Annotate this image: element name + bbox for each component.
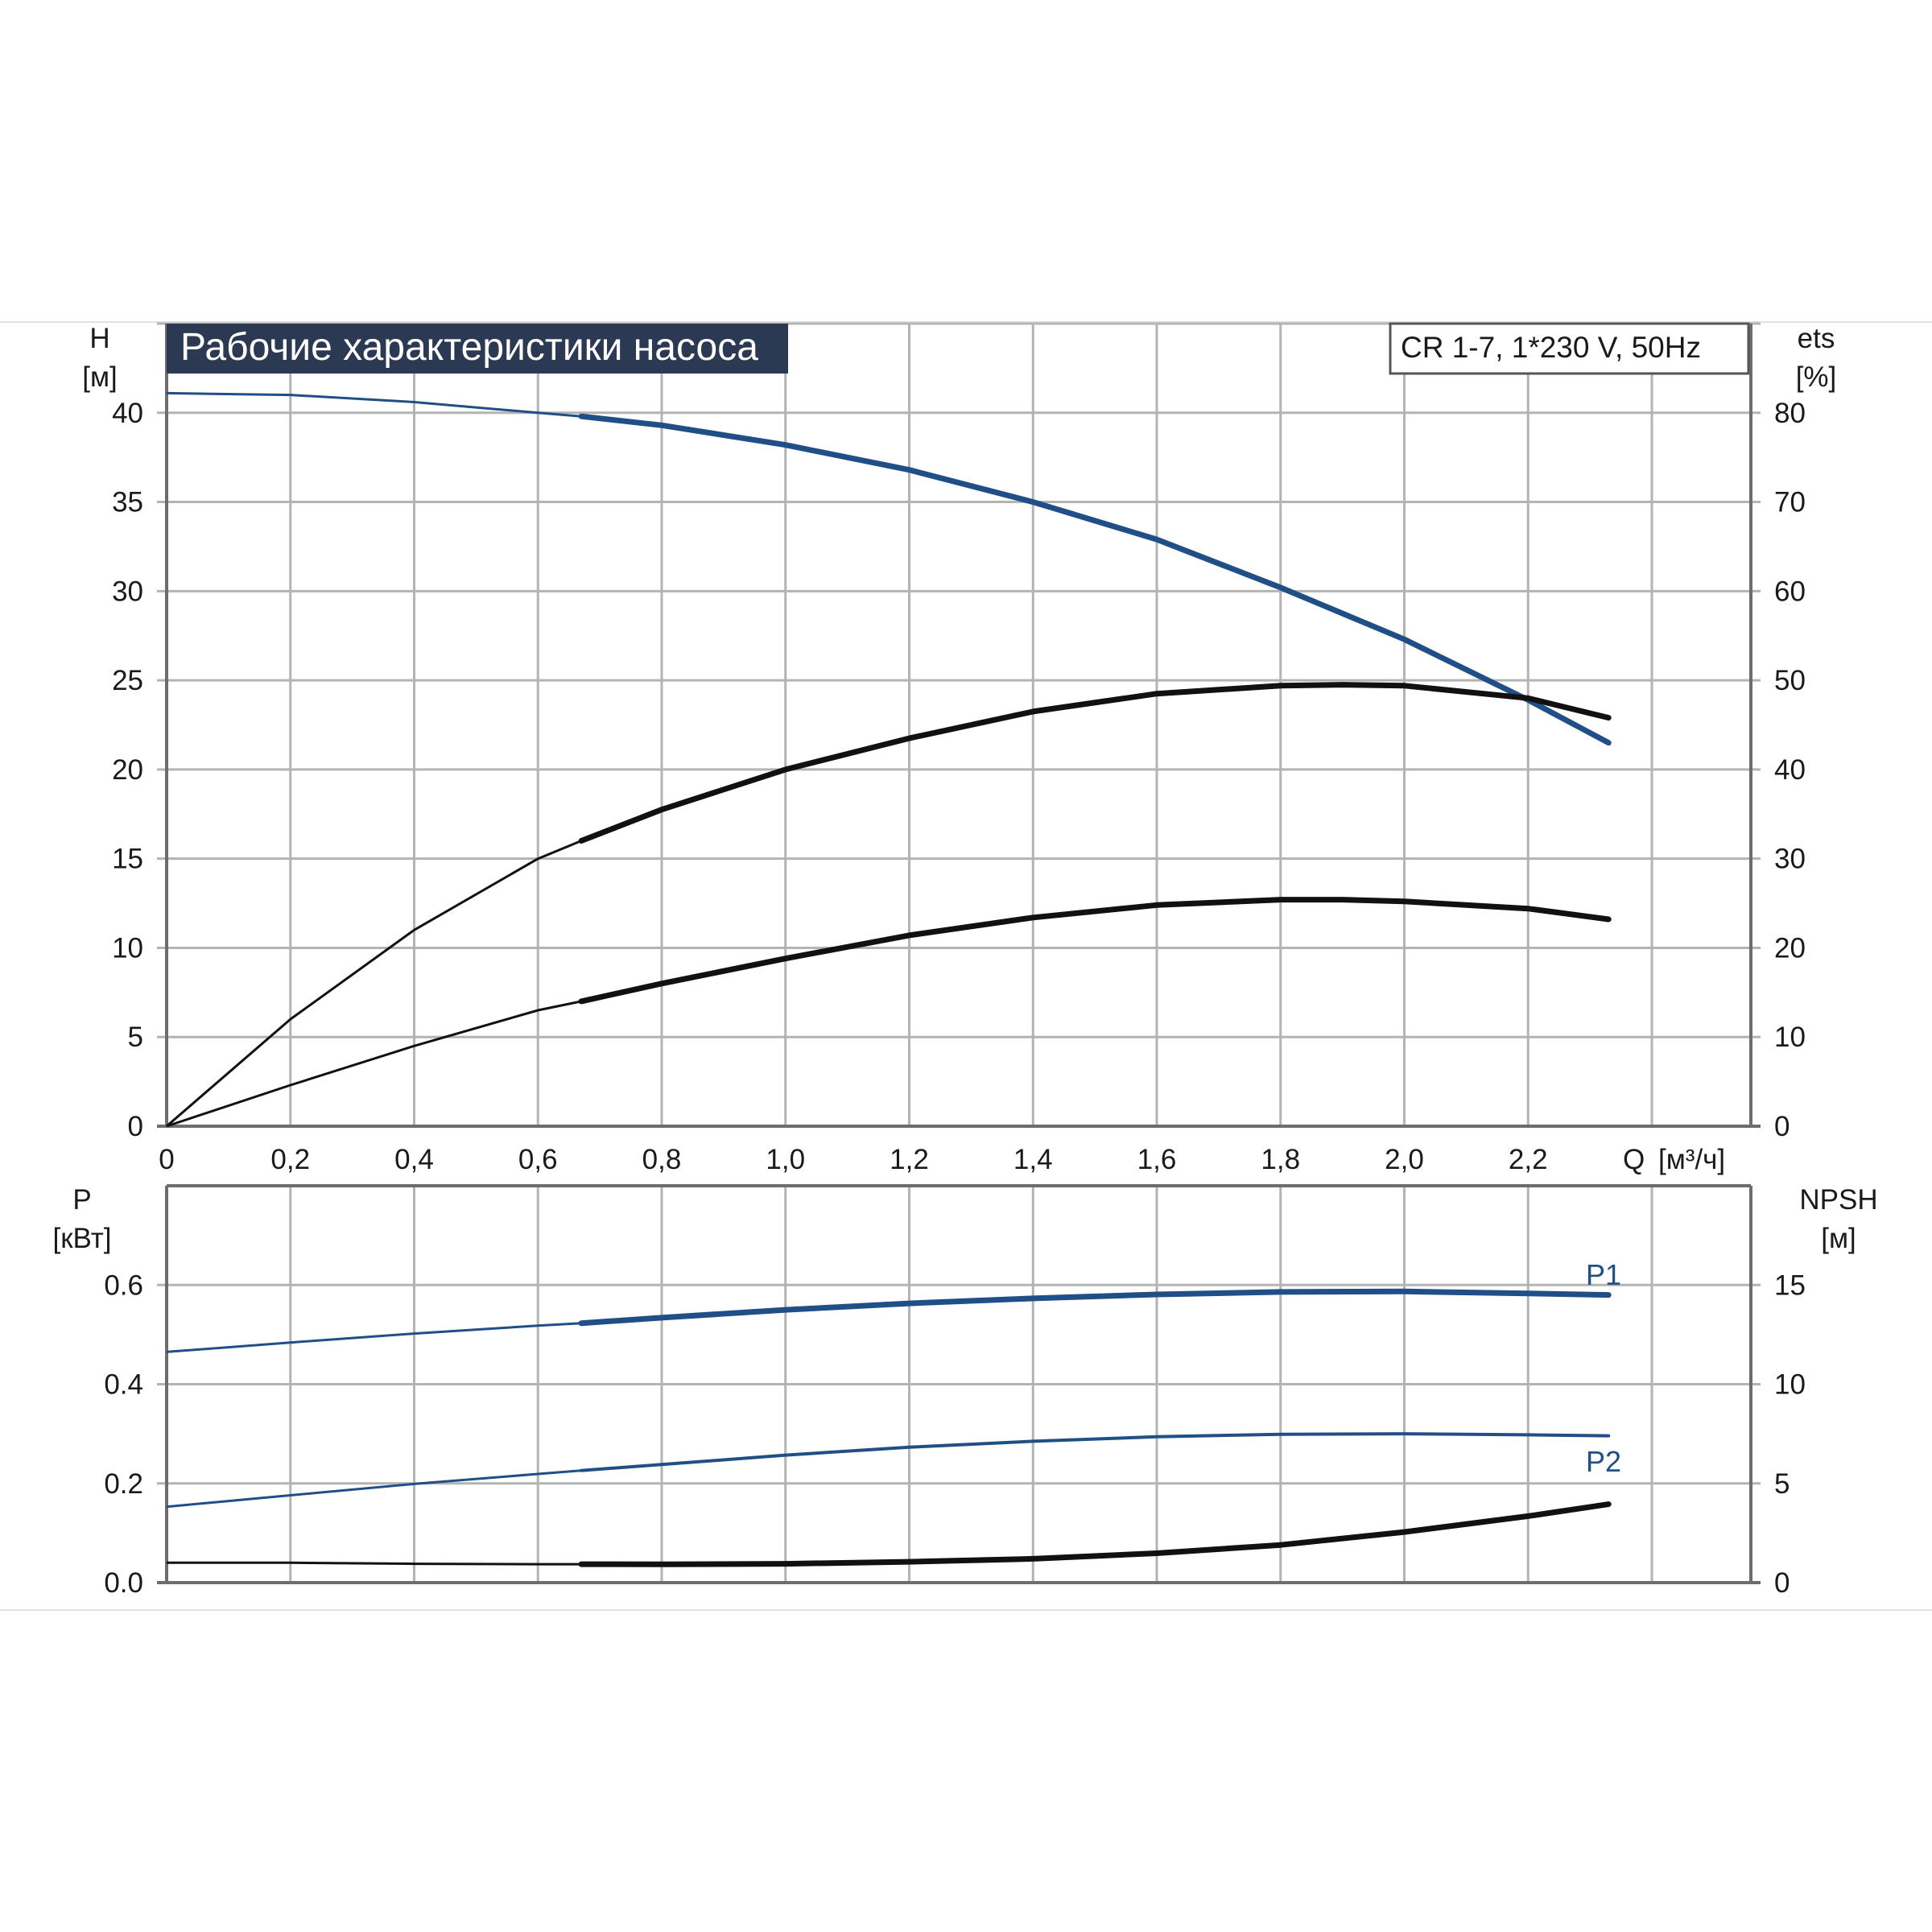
x-tick-label: 2,2 [1509, 1144, 1548, 1175]
x-tick-label: 1,0 [766, 1144, 805, 1175]
model-label: CR 1-7, 1*230 V, 50Hz [1401, 331, 1701, 364]
efficiency-curve-thin [166, 840, 582, 1128]
head-curve-thin [166, 391, 582, 418]
title-box [167, 324, 788, 374]
p1-series-label: P1 [1586, 1258, 1621, 1291]
x-tick-label: 0 [159, 1144, 174, 1175]
p2-curve [580, 1432, 1611, 1472]
bottom-left-axis-label: P [72, 1184, 91, 1216]
p2-curve-thin [166, 1469, 582, 1509]
right-tick-label: 10 [1774, 1369, 1806, 1401]
top-panel-series [166, 391, 1612, 1128]
x-tick-label: 1,2 [890, 1144, 929, 1175]
bottom-right-axis-label: NPSH [1799, 1184, 1877, 1216]
x-tick-label: 2,0 [1385, 1144, 1424, 1175]
x-axis-unit: [м³/ч] [1658, 1144, 1725, 1175]
bottom-right-axis-unit: [м] [1821, 1223, 1856, 1254]
right-tick-label: 0 [1774, 1111, 1790, 1142]
left-tick-label: 25 [112, 665, 143, 696]
x-tick-label: 0,4 [394, 1144, 434, 1175]
x-tick-label: 1,4 [1013, 1144, 1053, 1175]
right-tick-label: 5 [1774, 1468, 1790, 1500]
eta-curve [578, 897, 1612, 1005]
x-axis-label: Q [1623, 1144, 1645, 1175]
left-tick-label: 30 [112, 576, 143, 607]
bottom-panel-tick-labels: 0.0 0.2 0.4 0.6 0 5 10 15 [104, 1269, 1806, 1599]
top-left-axis-label: H [89, 323, 109, 354]
right-tick-label: 30 [1774, 844, 1806, 875]
eta-curve-thin [166, 1000, 582, 1128]
left-tick-label: 0 [128, 1111, 143, 1142]
left-tick-label: 10 [112, 932, 143, 964]
top-left-axis-unit: [м] [82, 361, 118, 393]
x-tick-label: 0,2 [270, 1144, 310, 1175]
right-tick-label: 50 [1774, 665, 1806, 696]
left-tick-label: 40 [112, 398, 143, 429]
p1-curve [578, 1288, 1612, 1327]
right-tick-label: 10 [1774, 1022, 1806, 1053]
efficiency-curve [578, 682, 1612, 844]
x-tick-label: 1,8 [1261, 1144, 1300, 1175]
npsh-curve-thin [167, 1561, 582, 1566]
top-right-axis-unit: [%] [1796, 361, 1837, 393]
chart-title: Рабочие характеристики насоса [180, 326, 758, 369]
top-panel-grid [157, 322, 1761, 1128]
top-panel-tick-labels: 0 5 10 15 20 25 30 35 40 0 10 20 30 40 50 60 70 80 0 0,2 0,4… [112, 398, 1806, 1175]
bottom-panel-series [166, 1288, 1612, 1567]
right-tick-label: 0 [1774, 1567, 1790, 1599]
head-curve [578, 413, 1612, 746]
npsh-curve [578, 1501, 1612, 1567]
top-right-axis-label: ets [1798, 323, 1835, 354]
right-tick-label: 70 [1774, 487, 1806, 518]
x-tick-label: 0,8 [642, 1144, 682, 1175]
left-tick-label: 0.4 [104, 1369, 143, 1401]
bottom-panel-grid [157, 1184, 1761, 1584]
x-tick-label: 0,6 [518, 1144, 558, 1175]
left-tick-label: 0.2 [104, 1468, 143, 1500]
left-tick-label: 5 [128, 1022, 143, 1053]
left-tick-label: 35 [112, 487, 143, 518]
left-tick-label: 20 [112, 754, 143, 786]
right-tick-label: 15 [1774, 1269, 1806, 1301]
left-tick-label: 0.6 [104, 1269, 143, 1301]
p1-curve-thin [166, 1322, 582, 1353]
right-tick-label: 60 [1774, 576, 1806, 607]
bottom-left-axis-unit: [кВт] [53, 1223, 112, 1254]
left-tick-label: 0.0 [104, 1567, 143, 1599]
right-tick-label: 40 [1774, 754, 1806, 786]
p2-series-label: P2 [1586, 1445, 1621, 1478]
right-tick-label: 80 [1774, 398, 1806, 429]
model-label-box [1389, 322, 1750, 375]
left-tick-label: 15 [112, 844, 143, 875]
right-tick-label: 20 [1774, 932, 1806, 964]
x-tick-label: 1,6 [1137, 1144, 1177, 1175]
